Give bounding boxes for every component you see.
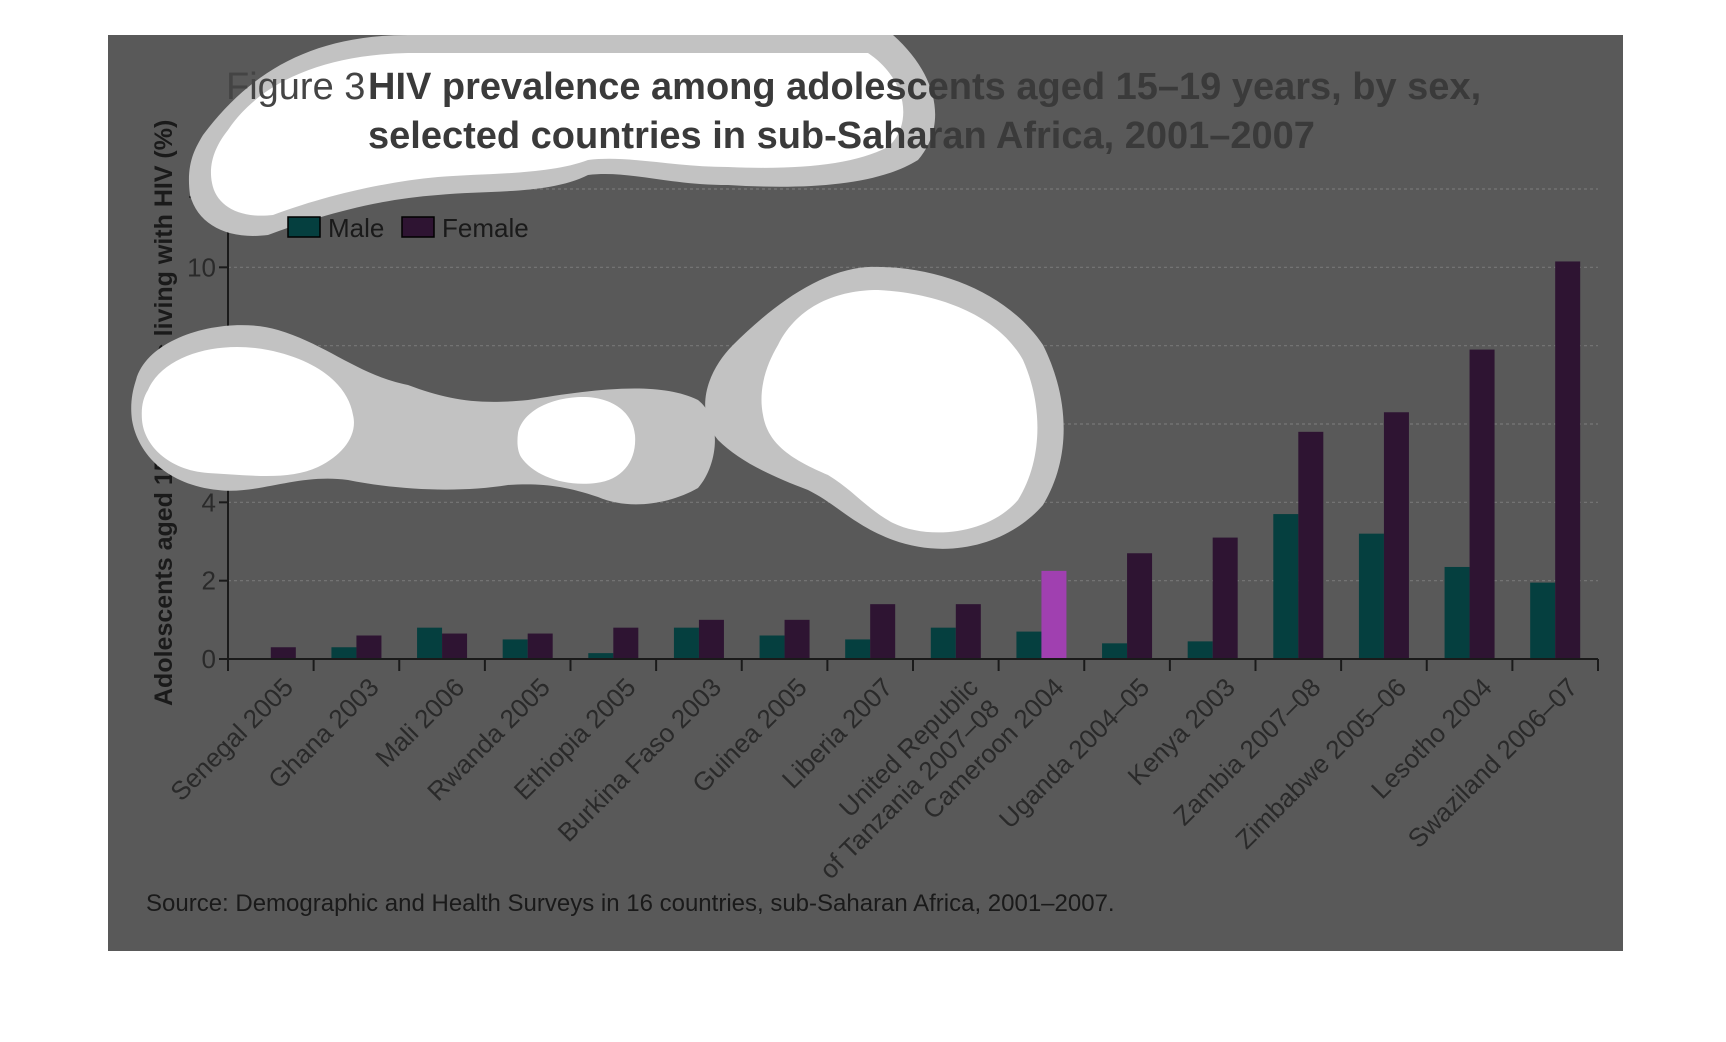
figure-label: Figure 3 — [226, 66, 365, 108]
bar-male — [845, 639, 871, 659]
bar-male — [1530, 582, 1556, 659]
y-tick-label: 2 — [202, 566, 216, 596]
obscuring-blobs — [131, 35, 1064, 549]
x-tick-label: Burkina Faso 2003 — [552, 672, 728, 848]
bar-female — [1555, 261, 1581, 659]
bars — [270, 261, 1581, 659]
legend-swatch-female — [401, 216, 435, 238]
x-tick-label-line: Swaziland 2006–07 — [1402, 672, 1584, 854]
x-tick-label-line: Uganda 2004–05 — [993, 672, 1155, 834]
legend-swatch-male — [287, 216, 321, 238]
bar-male — [1187, 641, 1213, 659]
y-tick-label: 4 — [202, 487, 216, 517]
bar-male — [759, 635, 785, 659]
bar-female — [1041, 570, 1067, 659]
blob-top — [210, 53, 904, 216]
bar-male — [1273, 514, 1299, 659]
bar-female — [356, 635, 382, 659]
bar-female — [613, 627, 639, 659]
legend-label-male: Male — [328, 213, 384, 243]
bar-female — [1383, 412, 1409, 659]
x-tick-label-line: Burkina Faso 2003 — [552, 672, 728, 848]
x-tick-label: Uganda 2004–05 — [993, 672, 1155, 834]
source-note: Source: Demographic and Health Surveys i… — [146, 890, 1115, 917]
blob-mid — [517, 397, 636, 484]
bar-male — [588, 653, 614, 659]
bar-male — [502, 639, 528, 659]
y-tick-label: 10 — [187, 252, 216, 282]
bar-female — [1469, 349, 1495, 659]
legend-label-female: Female — [442, 213, 529, 243]
bar-male — [1358, 533, 1384, 659]
bar-female — [442, 633, 468, 659]
bar-female — [870, 604, 896, 659]
bar-female — [527, 633, 553, 659]
bar-male — [1016, 631, 1042, 659]
bar-male — [331, 647, 357, 659]
bar-male — [1444, 566, 1470, 659]
bar-female — [955, 604, 981, 659]
chart-title-line-1: HIV prevalence among adolescents aged 15… — [368, 66, 1481, 108]
legend: Male Female — [287, 213, 529, 243]
bar-male — [417, 627, 443, 659]
chart-title-line-2: selected countries in sub-Saharan Africa… — [368, 115, 1315, 157]
bar-female — [1127, 553, 1153, 659]
blob-center — [761, 290, 1038, 533]
x-tick-label-line: Zambia 2007–08 — [1167, 672, 1326, 831]
bar-female — [784, 619, 810, 659]
bar-female — [1298, 431, 1324, 659]
bar-male — [673, 627, 699, 659]
x-tick-label: Swaziland 2006–07 — [1402, 672, 1584, 854]
bar-female — [698, 619, 724, 659]
blob-left — [141, 346, 354, 476]
bar-male — [930, 627, 956, 659]
x-tick-label: Zambia 2007–08 — [1167, 672, 1326, 831]
y-tick-label: 0 — [202, 644, 216, 674]
bar-female — [1212, 537, 1238, 659]
bar-male — [1102, 643, 1128, 659]
bar-female — [270, 647, 296, 659]
